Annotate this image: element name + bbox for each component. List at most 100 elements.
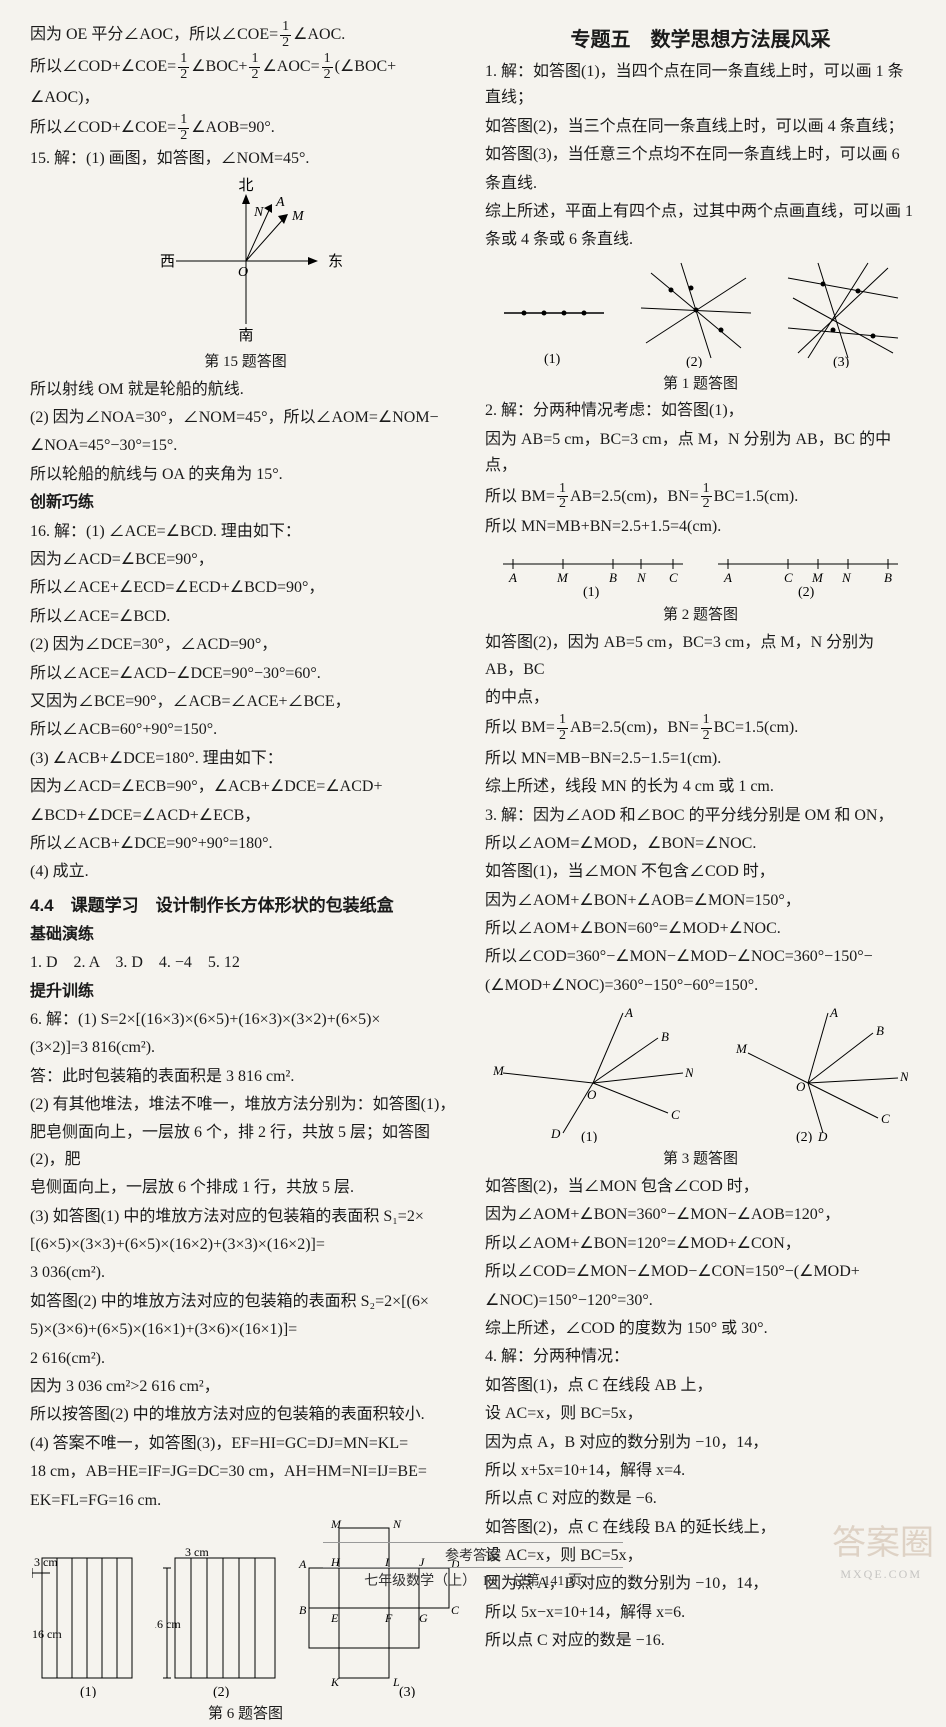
p: 如答图(3)，当任意三个点均不在同一条直线上时，可以画 6 bbox=[485, 142, 916, 168]
p: 肥皂侧面向上，一层放 6 个，排 2 行，共放 5 层；如答图(2)，肥 bbox=[30, 1120, 461, 1173]
p: 3. 解：因为∠AOD 和∠BOC 的平分线分别是 OM 和 ON， bbox=[485, 803, 916, 829]
subheading: 提升训练 bbox=[30, 979, 461, 1005]
p: 所以 MN=MB+BN=2.5+1.5=4(cm). bbox=[485, 514, 916, 540]
svg-text:(3): (3) bbox=[399, 1685, 416, 1698]
p: 所以∠COD+∠COE=12∠AOB=90°. bbox=[30, 113, 461, 143]
figure-1: (1) (2) bbox=[485, 258, 916, 368]
figure-2: A M B N C (1) A C M N bbox=[485, 544, 916, 599]
p: 所以 BM=12AB=2.5(cm)，BN=12BC=1.5(cm). bbox=[485, 713, 916, 743]
mc-answers: 1. D 2. A 3. D 4. −4 5. 12 bbox=[30, 950, 461, 976]
p: (2) 因为∠DCE=30°，∠ACD=90°， bbox=[30, 632, 461, 658]
p: 所以 MN=MB−BN=2.5−1.5=1(cm). bbox=[485, 746, 916, 772]
p: 所以点 C 对应的数是 −16. bbox=[485, 1628, 916, 1654]
svg-text:O: O bbox=[238, 265, 248, 280]
svg-text:N: N bbox=[636, 570, 647, 585]
p: 所以∠ACB=60°+90°=150°. bbox=[30, 717, 461, 743]
p: 条或 4 条或 6 条直线. bbox=[485, 227, 916, 253]
fig-caption: 第 1 题答图 bbox=[485, 372, 916, 397]
svg-text:F: F bbox=[384, 1611, 393, 1625]
p: (3×2)]=3 816(cm²). bbox=[30, 1035, 461, 1061]
page-footer: 参考答案 七年级数学（上） RJ 总第 141 页 bbox=[0, 1540, 946, 1590]
compass-figure: 北 南 东 西 M A N O bbox=[30, 176, 461, 346]
p: 的中点， bbox=[485, 685, 916, 711]
p: 1. 解：如答图(1)，当四个点在同一条直线上时，可以画 1 条直线； bbox=[485, 59, 916, 112]
p: 5)×(3×6)+(6×5)×(16×1)+(3×6)×(16×1)]= bbox=[30, 1317, 461, 1343]
p: 所以∠AOM+∠BON=120°=∠MOD+∠CON， bbox=[485, 1231, 916, 1257]
footer-text: 参考答案 bbox=[0, 1545, 946, 1565]
svg-text:D: D bbox=[550, 1126, 561, 1141]
p: 综上所述，线段 MN 的长为 4 cm 或 1 cm. bbox=[485, 774, 916, 800]
svg-text:A: A bbox=[624, 1005, 633, 1020]
p: 设 AC=x，则 BC=5x， bbox=[485, 1401, 916, 1427]
p: 所以轮船的航线与 OA 的夹角为 15°. bbox=[30, 462, 461, 488]
svg-text:C: C bbox=[669, 570, 678, 585]
p: 所以∠COD+∠COE=12∠BOC+12∠AOC=12(∠BOC+ bbox=[30, 52, 461, 82]
svg-text:N: N bbox=[253, 205, 264, 220]
p: 综上所述，平面上有四个点，过其中两个点画直线，可以画 1 bbox=[485, 199, 916, 225]
p: ∠BCD+∠DCE=∠ACD+∠ECB， bbox=[30, 803, 461, 829]
svg-text:C: C bbox=[784, 570, 793, 585]
p: 因为 3 036 cm²>2 616 cm²， bbox=[30, 1374, 461, 1400]
p: 因为 OE 平分∠AOC，所以∠COE=12∠AOC. bbox=[30, 20, 461, 50]
section-title: 4.4 课题学习 设计制作长方体形状的包装纸盒 bbox=[30, 892, 461, 920]
fig-caption: 第 3 题答图 bbox=[485, 1147, 916, 1172]
p: (2) 有其他堆法，堆法不唯一，堆放方法分别为：如答图(1)， bbox=[30, 1092, 461, 1118]
svg-text:东: 东 bbox=[328, 253, 343, 270]
p: 所以 5x−x=10+14，解得 x=6. bbox=[485, 1600, 916, 1626]
watermark-url: MXQE.COM bbox=[840, 1567, 922, 1582]
svg-text:南: 南 bbox=[238, 327, 253, 344]
svg-text:M: M bbox=[556, 570, 569, 585]
p: (3) ∠ACB+∠DCE=180°. 理由如下： bbox=[30, 746, 461, 772]
svg-text:(2): (2) bbox=[686, 355, 703, 368]
p: 答：此时包装箱的表面积是 3 816 cm². bbox=[30, 1064, 461, 1090]
p: 所以∠COD=∠MON−∠MOD−∠CON=150°−(∠MOD+ bbox=[485, 1259, 916, 1285]
p: (3) 如答图(1) 中的堆放方法对应的包装箱的表面积 S₁=2× bbox=[30, 1204, 461, 1230]
svg-text:西: 西 bbox=[160, 254, 175, 270]
svg-text:(1): (1) bbox=[581, 1130, 598, 1143]
p: 因为∠AOM+∠BON+∠AOB=∠MON=150°， bbox=[485, 888, 916, 914]
p: 所以∠AOM=∠MOD，∠BON=∠NOC. bbox=[485, 831, 916, 857]
p: 综上所述，∠COD 的度数为 150° 或 30°. bbox=[485, 1316, 916, 1342]
fig-caption: 第 2 题答图 bbox=[485, 603, 916, 628]
svg-text:北: 北 bbox=[238, 177, 253, 194]
p: 如答图(2)，点 C 在线段 BA 的延长线上， bbox=[485, 1515, 916, 1541]
p: 因为 AB=5 cm，BC=3 cm，点 M，N 分别为 AB，BC 的中点， bbox=[485, 427, 916, 480]
svg-text:B: B bbox=[609, 570, 617, 585]
svg-text:M: M bbox=[811, 570, 824, 585]
subheading: 创新巧练 bbox=[30, 490, 461, 516]
svg-text:A: A bbox=[829, 1005, 838, 1020]
svg-text:(2): (2) bbox=[798, 585, 815, 599]
p: 如答图(2)，当∠MON 包含∠COD 时， bbox=[485, 1174, 916, 1200]
p: 2. 解：分两种情况考虑：如答图(1)， bbox=[485, 398, 916, 424]
p: 所以射线 OM 就是轮船的航线. bbox=[30, 377, 461, 403]
svg-text:M: M bbox=[330, 1518, 342, 1531]
topic-title: 专题五 数学思想方法展风采 bbox=[485, 24, 916, 57]
p: [(6×5)×(3×3)+(6×5)×(16×2)+(3×3)×(16×2)]= bbox=[30, 1232, 461, 1258]
left-column: 因为 OE 平分∠AOC，所以∠COE=12∠AOC. 所以∠COD+∠COE=… bbox=[30, 20, 461, 1520]
svg-text:N: N bbox=[392, 1518, 402, 1531]
p: 所以∠AOM+∠BON=60°=∠MOD+∠NOC. bbox=[485, 916, 916, 942]
fig-caption: 第 6 题答图 bbox=[30, 1702, 461, 1727]
p: (2) 因为∠NOA=30°，∠NOM=45°，所以∠AOM=∠NOM− bbox=[30, 405, 461, 431]
svg-text:B: B bbox=[884, 570, 892, 585]
fig-caption: 第 15 题答图 bbox=[30, 350, 461, 375]
p: 所以∠ACE+∠ECD=∠ECD+∠BCD=90°， bbox=[30, 575, 461, 601]
p: 所以∠COD=360°−∠MON−∠MOD−∠NOC=360°−150°− bbox=[485, 944, 916, 970]
svg-text:A: A bbox=[508, 570, 517, 585]
right-column: 专题五 数学思想方法展风采 1. 解：如答图(1)，当四个点在同一条直线上时，可… bbox=[485, 20, 916, 1520]
svg-text:C: C bbox=[671, 1107, 680, 1122]
svg-text:16 cm: 16 cm bbox=[32, 1627, 62, 1641]
svg-text:N: N bbox=[841, 570, 852, 585]
p: 15. 解：(1) 画图，如答图，∠NOM=45°. bbox=[30, 146, 461, 172]
p: 因为∠ACD=∠BCE=90°， bbox=[30, 547, 461, 573]
p: 所以∠ACB+∠DCE=90°+90°=180°. bbox=[30, 831, 461, 857]
svg-text:M: M bbox=[291, 209, 305, 224]
svg-text:G: G bbox=[419, 1611, 428, 1625]
svg-text:(2): (2) bbox=[796, 1130, 813, 1143]
svg-text:N: N bbox=[899, 1069, 908, 1084]
p: 2 616(cm²). bbox=[30, 1346, 461, 1372]
svg-text:B: B bbox=[661, 1029, 669, 1044]
p: 18 cm，AB=HE=IF=JG=DC=30 cm，AH=HM=NI=IJ=B… bbox=[30, 1459, 461, 1485]
svg-text:O: O bbox=[796, 1079, 806, 1094]
p: 因为∠ACD=∠ECB=90°，∠ACB+∠DCE=∠ACD+ bbox=[30, 774, 461, 800]
